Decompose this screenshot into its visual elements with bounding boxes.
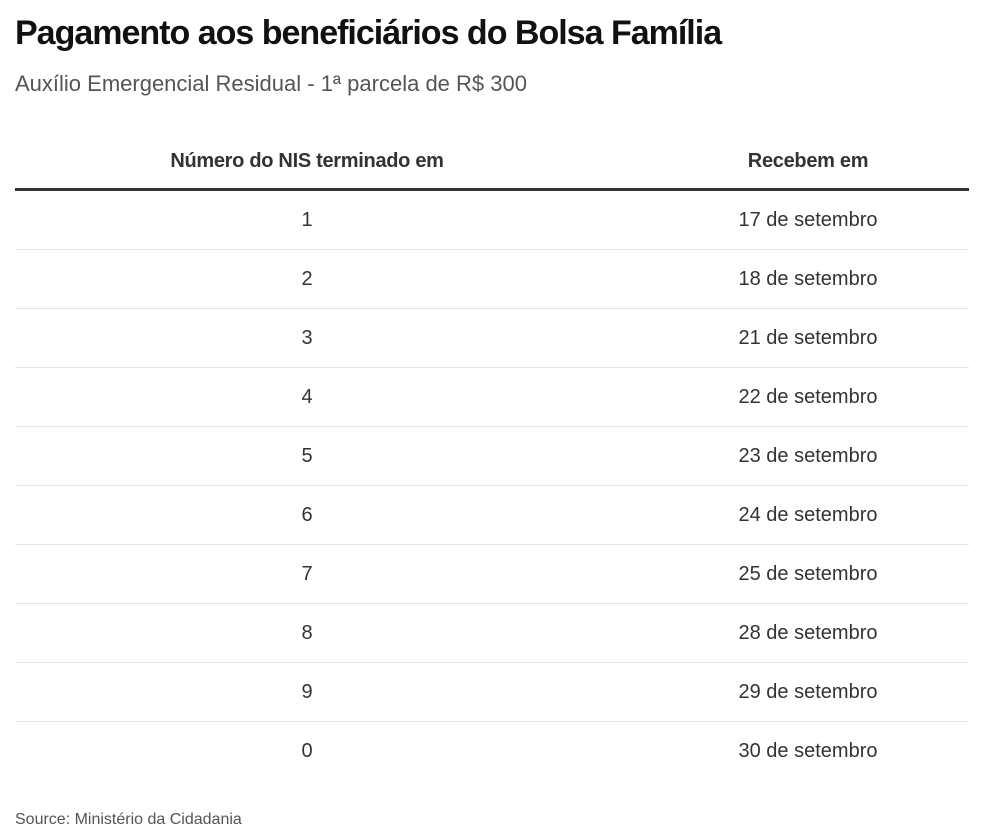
table-row: 4 22 de setembro bbox=[15, 368, 969, 427]
nis-digit: 9 bbox=[301, 680, 313, 703]
table-header: Número do NIS terminado em Recebem em bbox=[15, 134, 969, 191]
table-row: 5 23 de setembro bbox=[15, 427, 969, 486]
payment-date: 22 de setembro bbox=[738, 385, 878, 408]
header-date: Recebem em bbox=[747, 149, 869, 172]
payment-date: 25 de setembro bbox=[738, 562, 878, 585]
nis-digit: 5 bbox=[301, 444, 313, 467]
nis-digit: 4 bbox=[301, 385, 313, 408]
nis-digit: 2 bbox=[301, 267, 313, 290]
payment-date: 29 de setembro bbox=[738, 680, 878, 703]
nis-digit: 6 bbox=[301, 503, 313, 526]
payment-date: 21 de setembro bbox=[738, 326, 878, 349]
table-row: 3 21 de setembro bbox=[15, 309, 969, 368]
table-row: 8 28 de setembro bbox=[15, 604, 969, 663]
nis-digit: 3 bbox=[301, 326, 313, 349]
payment-date: 23 de setembro bbox=[738, 444, 878, 467]
nis-digit: 8 bbox=[301, 621, 313, 644]
payment-date: 17 de setembro bbox=[738, 208, 878, 231]
table-row: 1 17 de setembro bbox=[15, 191, 969, 250]
nis-digit: 1 bbox=[301, 208, 313, 231]
table-row: 6 24 de setembro bbox=[15, 486, 969, 545]
table-row: 7 25 de setembro bbox=[15, 545, 969, 604]
table-row: 2 18 de setembro bbox=[15, 250, 969, 309]
source-note: Source: Ministério da Cidadania bbox=[15, 811, 242, 828]
payment-date: 24 de setembro bbox=[738, 503, 878, 526]
payment-date: 18 de setembro bbox=[738, 267, 878, 290]
nis-digit: 0 bbox=[301, 739, 313, 762]
table-row: 9 29 de setembro bbox=[15, 663, 969, 722]
table-row: 0 30 de setembro bbox=[15, 722, 969, 780]
payment-date: 30 de setembro bbox=[738, 739, 878, 762]
page-title: Pagamento aos beneficiários do Bolsa Fam… bbox=[15, 14, 722, 52]
header-nis: Número do NIS terminado em bbox=[170, 149, 444, 172]
nis-digit: 7 bbox=[301, 562, 313, 585]
page-subtitle: Auxílio Emergencial Residual - 1ª parcel… bbox=[15, 71, 527, 96]
payment-date: 28 de setembro bbox=[738, 621, 878, 644]
